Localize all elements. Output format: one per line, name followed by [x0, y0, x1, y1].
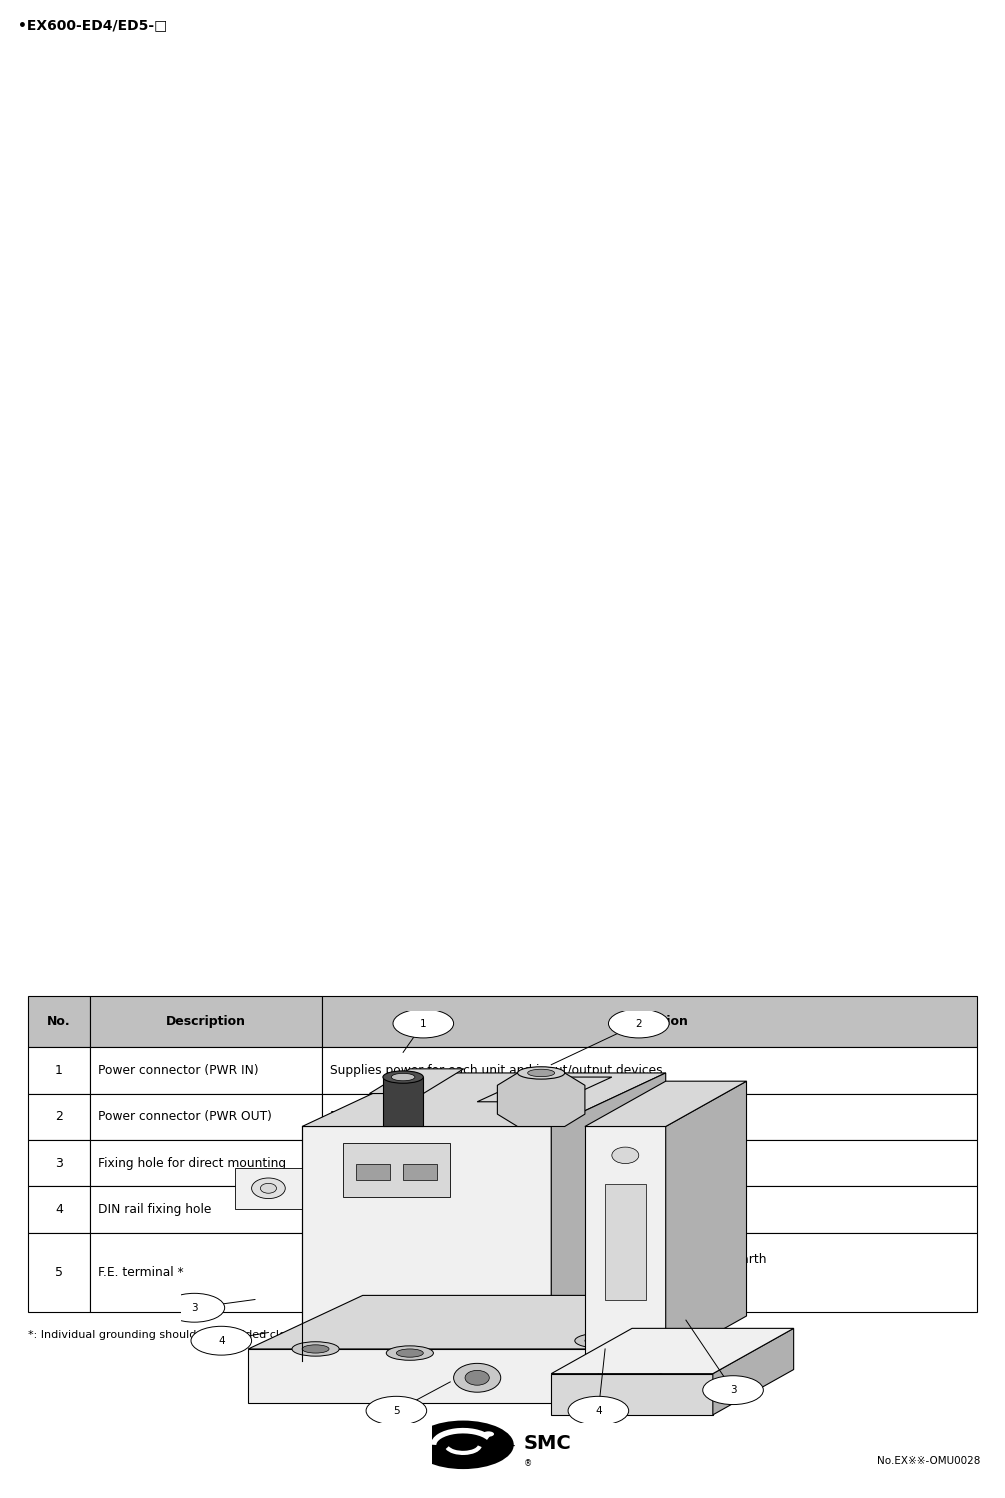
- Polygon shape: [303, 1073, 665, 1126]
- Polygon shape: [248, 1348, 598, 1402]
- Ellipse shape: [391, 1074, 415, 1080]
- Text: Application: Application: [610, 1016, 689, 1028]
- Bar: [28, 1140, 89, 1186]
- Text: Description: Description: [166, 1016, 246, 1028]
- Circle shape: [453, 1363, 500, 1392]
- Text: 4: 4: [218, 1336, 224, 1345]
- Polygon shape: [665, 1082, 747, 1362]
- Ellipse shape: [652, 1308, 679, 1315]
- Bar: [323, 1186, 977, 1233]
- Text: Power connector (PWR OUT): Power connector (PWR OUT): [97, 1110, 271, 1124]
- Text: Provides power to downstream equipment.: Provides power to downstream equipment.: [331, 1110, 594, 1124]
- Bar: [28, 1186, 89, 1233]
- Text: (ground).: (ground).: [331, 1279, 387, 1291]
- Text: •EX600-ED4/ED5-□: •EX600-ED4/ED5-□: [18, 18, 167, 31]
- Ellipse shape: [366, 1396, 427, 1425]
- Polygon shape: [552, 1073, 665, 1362]
- Bar: [28, 1047, 89, 1094]
- Polygon shape: [497, 1073, 585, 1126]
- Bar: [28, 1094, 89, 1140]
- Circle shape: [412, 1420, 514, 1470]
- Ellipse shape: [642, 1305, 689, 1320]
- Ellipse shape: [528, 1070, 555, 1077]
- Polygon shape: [303, 1126, 552, 1362]
- Text: No.EX※※-OMU0028: No.EX※※-OMU0028: [876, 1456, 980, 1465]
- Text: 2: 2: [55, 1110, 63, 1124]
- Text: 4: 4: [595, 1405, 602, 1416]
- Circle shape: [482, 1432, 494, 1437]
- Text: -85-: -85-: [488, 1438, 517, 1453]
- Ellipse shape: [575, 1333, 622, 1348]
- Text: 1: 1: [420, 1019, 426, 1029]
- Text: 5: 5: [393, 1405, 400, 1416]
- Bar: [89, 1047, 323, 1094]
- Ellipse shape: [383, 1071, 423, 1083]
- Text: 2: 2: [635, 1019, 642, 1029]
- Ellipse shape: [303, 1345, 329, 1353]
- Text: Power connector (PWR IN): Power connector (PWR IN): [97, 1064, 258, 1077]
- Text: Fixing hole for direct mounting: Fixing hole for direct mounting: [97, 1156, 286, 1170]
- Bar: [89, 1140, 323, 1186]
- Circle shape: [251, 1177, 285, 1198]
- Text: Supplies power for each unit and input/output devices.: Supplies power for each unit and input/o…: [331, 1064, 666, 1077]
- Bar: [28, 996, 89, 1047]
- Polygon shape: [585, 1126, 665, 1362]
- Bar: [323, 1140, 977, 1186]
- Text: *: Individual grounding should be provided close to the product with a short cab: *: Individual grounding should be provid…: [28, 1330, 488, 1341]
- Polygon shape: [605, 1183, 645, 1299]
- Ellipse shape: [292, 1342, 339, 1356]
- Bar: [323, 1094, 977, 1140]
- Ellipse shape: [518, 1067, 565, 1079]
- Text: Holes used for fix DIN rail.: Holes used for fix DIN rail.: [331, 1203, 490, 1216]
- Text: Functional Earth terminal - must be connected directly to system earth: Functional Earth terminal - must be conn…: [331, 1254, 767, 1266]
- Bar: [323, 1233, 977, 1312]
- Bar: [323, 1047, 977, 1094]
- Text: 5: 5: [55, 1266, 63, 1279]
- Polygon shape: [585, 1082, 747, 1126]
- Circle shape: [612, 1147, 639, 1164]
- Ellipse shape: [386, 1345, 433, 1360]
- Polygon shape: [343, 1143, 450, 1197]
- Bar: [28, 1233, 89, 1312]
- Text: F.E. terminal *: F.E. terminal *: [97, 1266, 184, 1279]
- Text: No.: No.: [47, 1016, 70, 1028]
- Text: 1: 1: [55, 1064, 63, 1077]
- Bar: [403, 1164, 437, 1180]
- Circle shape: [465, 1371, 489, 1386]
- Text: 3: 3: [730, 1386, 737, 1395]
- Text: ®: ®: [524, 1459, 532, 1468]
- Ellipse shape: [396, 1348, 423, 1357]
- Polygon shape: [477, 1077, 612, 1103]
- Text: 3: 3: [191, 1303, 198, 1312]
- Ellipse shape: [191, 1326, 251, 1356]
- Bar: [89, 1233, 323, 1312]
- Ellipse shape: [164, 1293, 225, 1323]
- Ellipse shape: [568, 1396, 629, 1425]
- Text: SMC: SMC: [524, 1434, 572, 1453]
- Text: 4: 4: [55, 1203, 63, 1216]
- Bar: [89, 1186, 323, 1233]
- Polygon shape: [370, 1070, 463, 1094]
- Polygon shape: [552, 1329, 794, 1374]
- Text: DIN rail fixing hole: DIN rail fixing hole: [97, 1203, 211, 1216]
- Ellipse shape: [702, 1375, 764, 1405]
- Bar: [89, 996, 323, 1047]
- Bar: [356, 1164, 390, 1180]
- Polygon shape: [713, 1329, 794, 1414]
- Text: 3: 3: [55, 1156, 63, 1170]
- Bar: [323, 996, 977, 1047]
- Polygon shape: [383, 1077, 423, 1126]
- Ellipse shape: [585, 1336, 612, 1345]
- Polygon shape: [598, 1296, 713, 1402]
- Polygon shape: [235, 1168, 303, 1209]
- Polygon shape: [552, 1374, 713, 1414]
- Bar: [89, 1094, 323, 1140]
- Ellipse shape: [608, 1010, 669, 1038]
- Ellipse shape: [393, 1010, 453, 1038]
- Text: Holes used for direct mounting.: Holes used for direct mounting.: [331, 1156, 525, 1170]
- Circle shape: [260, 1183, 276, 1194]
- Polygon shape: [248, 1296, 713, 1348]
